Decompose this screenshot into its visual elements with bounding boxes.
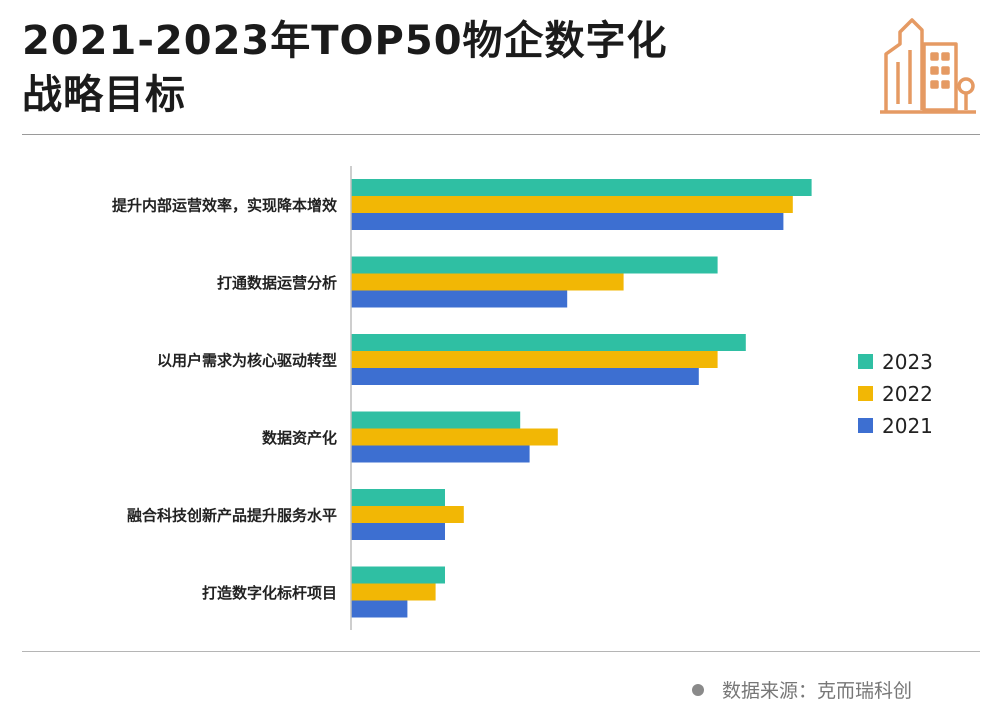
category-label-2: 打通数据运营分析	[217, 274, 337, 292]
bar-2021-5	[351, 523, 445, 540]
bar-2021-3	[351, 368, 699, 385]
category-label-3: 以用户需求为核心驱动转型	[157, 352, 337, 370]
dot-icon	[692, 683, 704, 696]
bar-2022-6	[351, 583, 436, 601]
bar-2022-3	[351, 351, 718, 368]
bar-2022-1	[351, 196, 793, 213]
legend-swatch-2021	[858, 418, 873, 433]
bar-2022-4	[351, 428, 558, 446]
bar-2021-1	[351, 213, 784, 230]
bar-2021-2	[351, 290, 568, 308]
category-label-1: 提升内部运营效率，实现降本增效	[112, 197, 338, 215]
chart-title: 2021-2023年TOP50物企数字化 战略目标	[22, 14, 668, 122]
bar-2021-6	[351, 600, 408, 618]
legend-swatch-2023	[858, 354, 873, 369]
legend-swatch-2022	[858, 386, 873, 401]
category-label-5: 融合科技创新产品提升服务水平	[127, 507, 337, 525]
bar-2023-5	[351, 489, 445, 506]
bar-2023-3	[351, 334, 746, 351]
legend-label-2022: 2022	[882, 382, 933, 406]
data-source: 数据来源：克而瑞科创	[692, 676, 912, 703]
legend-label-2023: 2023	[882, 350, 933, 374]
source-text: 数据来源：克而瑞科创	[722, 680, 913, 702]
title-line-1: 2021-2023年TOP50物企数字化	[22, 18, 668, 64]
title-line-2: 战略目标	[22, 72, 186, 118]
bar-2023-1	[351, 179, 812, 196]
bar-2023-4	[351, 411, 521, 429]
bar-2021-4	[351, 445, 530, 463]
bar-2023-2	[351, 256, 718, 274]
bar-2022-2	[351, 273, 624, 291]
bar-2022-5	[351, 506, 464, 523]
top-divider	[22, 134, 980, 135]
category-label-6: 打造数字化标杆项目	[202, 584, 337, 602]
bottom-divider	[22, 651, 980, 652]
category-label-4: 数据资产化	[262, 429, 337, 447]
bar-2023-6	[351, 566, 445, 584]
legend-label-2021: 2021	[882, 414, 933, 438]
city-buildings-icon	[880, 18, 976, 114]
